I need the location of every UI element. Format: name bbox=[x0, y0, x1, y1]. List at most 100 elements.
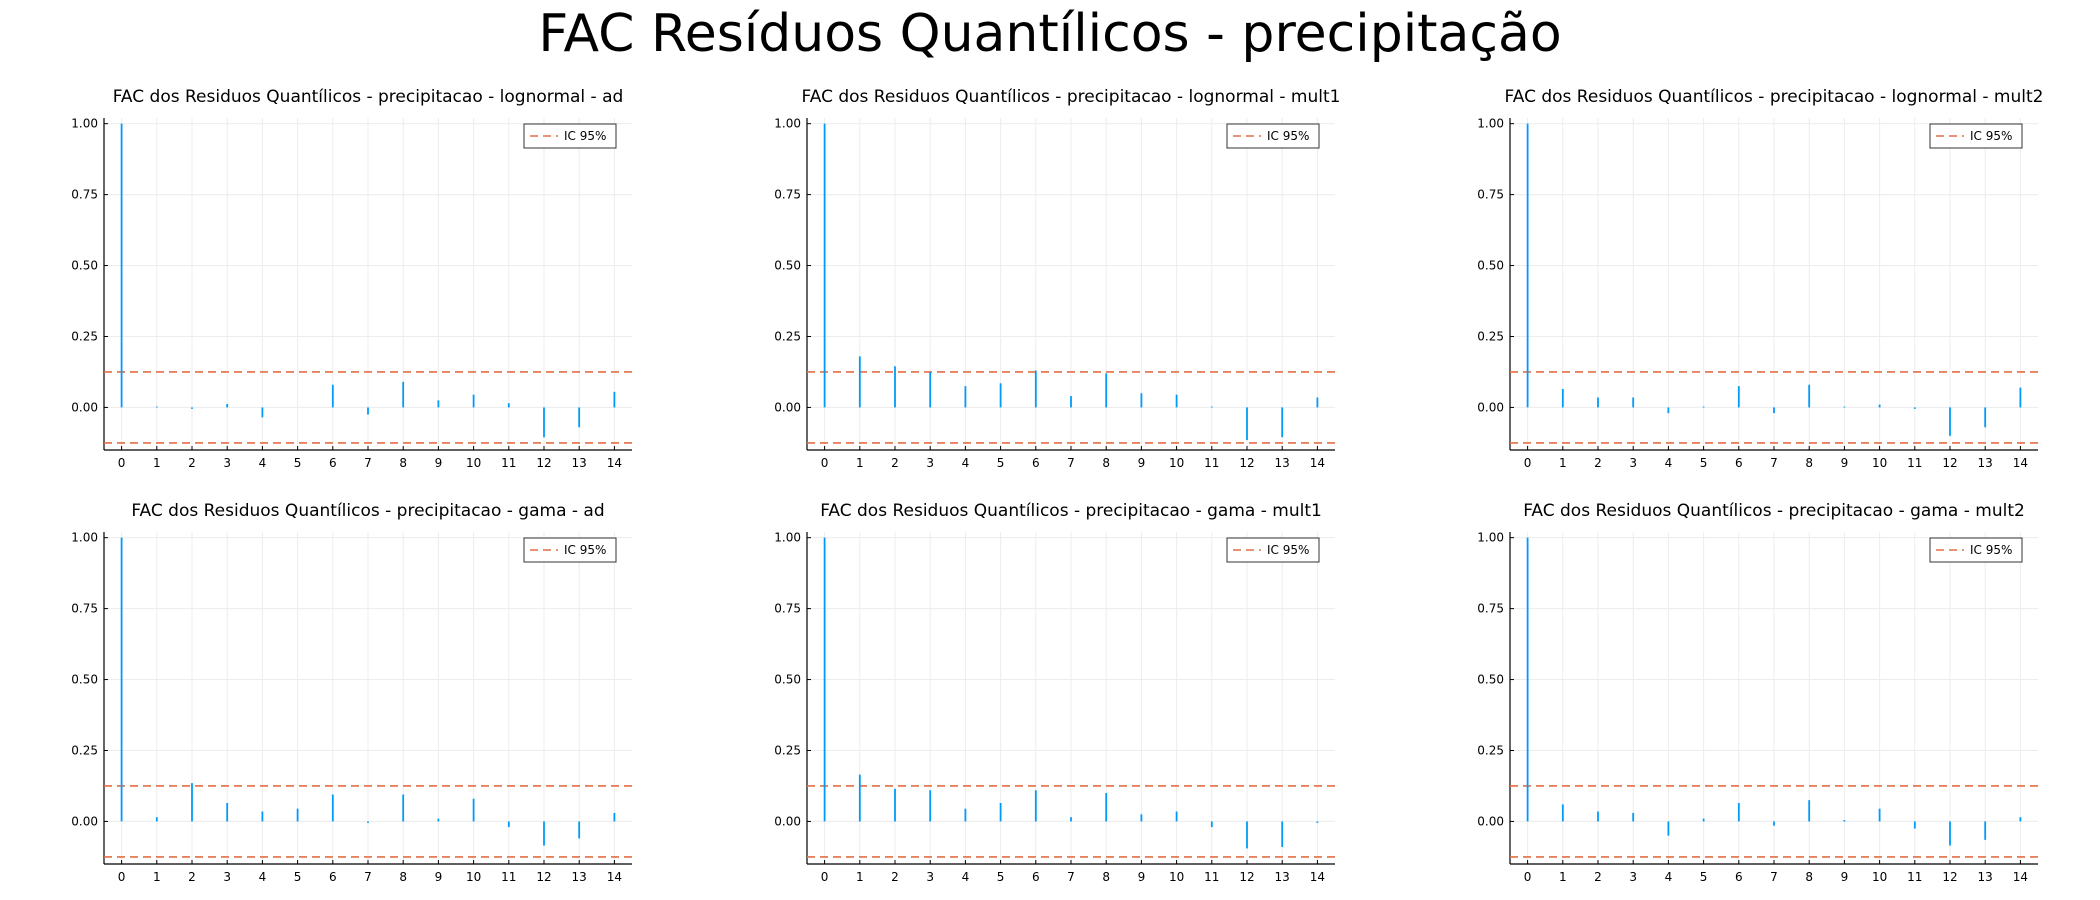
x-tick-label: 6 bbox=[1032, 456, 1040, 470]
subplot-title: FAC dos Residuos Quantílicos - precipita… bbox=[131, 501, 604, 521]
x-tick-label: 0 bbox=[821, 870, 829, 884]
y-tick-label: 1.00 bbox=[71, 117, 98, 131]
x-tick-label: 11 bbox=[1907, 456, 1922, 470]
x-tick-label: 9 bbox=[435, 456, 443, 470]
x-tick-label: 10 bbox=[1169, 870, 1184, 884]
x-tick-label: 13 bbox=[1275, 870, 1290, 884]
x-tick-label: 1 bbox=[153, 456, 161, 470]
x-tick-label: 8 bbox=[1102, 870, 1110, 884]
x-tick-label: 6 bbox=[329, 870, 337, 884]
x-tick-label: 10 bbox=[1872, 870, 1887, 884]
x-tick-label: 6 bbox=[1032, 870, 1040, 884]
subplot-title: FAC dos Residuos Quantílicos - precipita… bbox=[1505, 87, 2044, 107]
x-tick-label: 8 bbox=[399, 870, 407, 884]
x-tick-label: 13 bbox=[1275, 456, 1290, 470]
legend-label: IC 95% bbox=[1267, 129, 1309, 143]
subplot-5: FAC dos Residuos Quantílicos - precipita… bbox=[774, 501, 1335, 884]
x-tick-label: 8 bbox=[399, 456, 407, 470]
y-tick-label: 1.00 bbox=[774, 531, 801, 545]
y-tick-label: 0.25 bbox=[774, 329, 801, 343]
y-tick-label: 0.50 bbox=[774, 259, 801, 273]
x-tick-label: 14 bbox=[2013, 870, 2028, 884]
x-tick-label: 9 bbox=[1841, 456, 1849, 470]
subplot-title: FAC dos Residuos Quantílicos - precipita… bbox=[1523, 501, 2025, 521]
x-tick-label: 11 bbox=[1907, 870, 1922, 884]
subplot-1: FAC dos Residuos Quantílicos - precipita… bbox=[71, 87, 632, 470]
x-tick-label: 12 bbox=[536, 456, 551, 470]
x-tick-label: 12 bbox=[1942, 870, 1957, 884]
x-tick-label: 11 bbox=[501, 870, 516, 884]
subplot-title: FAC dos Residuos Quantílicos - precipita… bbox=[820, 501, 1322, 521]
x-tick-label: 2 bbox=[1594, 456, 1602, 470]
y-tick-label: 0.75 bbox=[1477, 602, 1504, 616]
x-tick-label: 7 bbox=[1067, 456, 1075, 470]
y-tick-label: 0.50 bbox=[1477, 259, 1504, 273]
y-tick-label: 0.00 bbox=[71, 400, 98, 414]
y-tick-label: 0.50 bbox=[71, 259, 98, 273]
x-tick-label: 7 bbox=[364, 870, 372, 884]
x-tick-label: 3 bbox=[926, 456, 934, 470]
x-tick-label: 1 bbox=[153, 870, 161, 884]
subplot-4: FAC dos Residuos Quantílicos - precipita… bbox=[71, 501, 632, 884]
y-tick-label: 0.25 bbox=[1477, 329, 1504, 343]
legend-label: IC 95% bbox=[564, 129, 606, 143]
x-tick-label: 7 bbox=[1770, 870, 1778, 884]
x-tick-label: 14 bbox=[607, 456, 622, 470]
x-tick-label: 10 bbox=[1169, 456, 1184, 470]
figure-title: FAC Resíduos Quantílicos - precipitação bbox=[538, 4, 1562, 64]
x-tick-label: 6 bbox=[1735, 870, 1743, 884]
x-tick-label: 7 bbox=[1067, 870, 1075, 884]
x-tick-label: 2 bbox=[891, 870, 899, 884]
y-tick-label: 0.75 bbox=[1477, 188, 1504, 202]
x-tick-label: 4 bbox=[259, 456, 267, 470]
x-tick-label: 8 bbox=[1805, 870, 1813, 884]
x-tick-label: 9 bbox=[435, 870, 443, 884]
x-tick-label: 5 bbox=[997, 456, 1005, 470]
y-tick-label: 0.50 bbox=[1477, 673, 1504, 687]
x-tick-label: 7 bbox=[364, 456, 372, 470]
x-tick-label: 4 bbox=[1665, 456, 1673, 470]
x-tick-label: 0 bbox=[1524, 456, 1532, 470]
x-tick-label: 12 bbox=[1942, 456, 1957, 470]
y-tick-label: 0.00 bbox=[1477, 814, 1504, 828]
x-tick-label: 0 bbox=[1524, 870, 1532, 884]
x-tick-label: 3 bbox=[223, 456, 231, 470]
y-tick-label: 0.25 bbox=[1477, 743, 1504, 757]
x-tick-label: 10 bbox=[1872, 456, 1887, 470]
subplot-title: FAC dos Residuos Quantílicos - precipita… bbox=[113, 87, 624, 107]
legend-box bbox=[1929, 123, 2023, 149]
subplot-2: FAC dos Residuos Quantílicos - precipita… bbox=[774, 87, 1340, 470]
subplot-title: FAC dos Residuos Quantílicos - precipita… bbox=[802, 87, 1341, 107]
x-tick-label: 14 bbox=[2013, 456, 2028, 470]
legend-label: IC 95% bbox=[1970, 129, 2012, 143]
x-tick-label: 11 bbox=[1204, 870, 1219, 884]
x-tick-label: 14 bbox=[1310, 456, 1325, 470]
x-tick-label: 14 bbox=[607, 870, 622, 884]
y-tick-label: 0.25 bbox=[71, 329, 98, 343]
x-tick-label: 3 bbox=[926, 870, 934, 884]
x-tick-label: 1 bbox=[1559, 456, 1567, 470]
x-tick-label: 6 bbox=[1735, 456, 1743, 470]
x-tick-label: 12 bbox=[1239, 456, 1254, 470]
legend-box bbox=[1929, 537, 2023, 563]
x-tick-label: 0 bbox=[118, 456, 126, 470]
x-tick-label: 5 bbox=[294, 870, 302, 884]
x-tick-label: 4 bbox=[1665, 870, 1673, 884]
subplot-3: FAC dos Residuos Quantílicos - precipita… bbox=[1477, 87, 2043, 470]
legend-label: IC 95% bbox=[1970, 543, 2012, 557]
x-tick-label: 9 bbox=[1138, 870, 1146, 884]
y-tick-label: 0.00 bbox=[71, 814, 98, 828]
y-tick-label: 0.25 bbox=[71, 743, 98, 757]
x-tick-label: 2 bbox=[891, 456, 899, 470]
y-tick-label: 0.00 bbox=[774, 814, 801, 828]
legend-label: IC 95% bbox=[1267, 543, 1309, 557]
y-tick-label: 1.00 bbox=[1477, 117, 1504, 131]
y-tick-label: 0.00 bbox=[1477, 400, 1504, 414]
x-tick-label: 4 bbox=[962, 456, 970, 470]
x-tick-label: 2 bbox=[188, 456, 196, 470]
x-tick-label: 1 bbox=[856, 456, 864, 470]
x-tick-label: 8 bbox=[1102, 456, 1110, 470]
x-tick-label: 13 bbox=[1978, 456, 1993, 470]
x-tick-label: 4 bbox=[962, 870, 970, 884]
